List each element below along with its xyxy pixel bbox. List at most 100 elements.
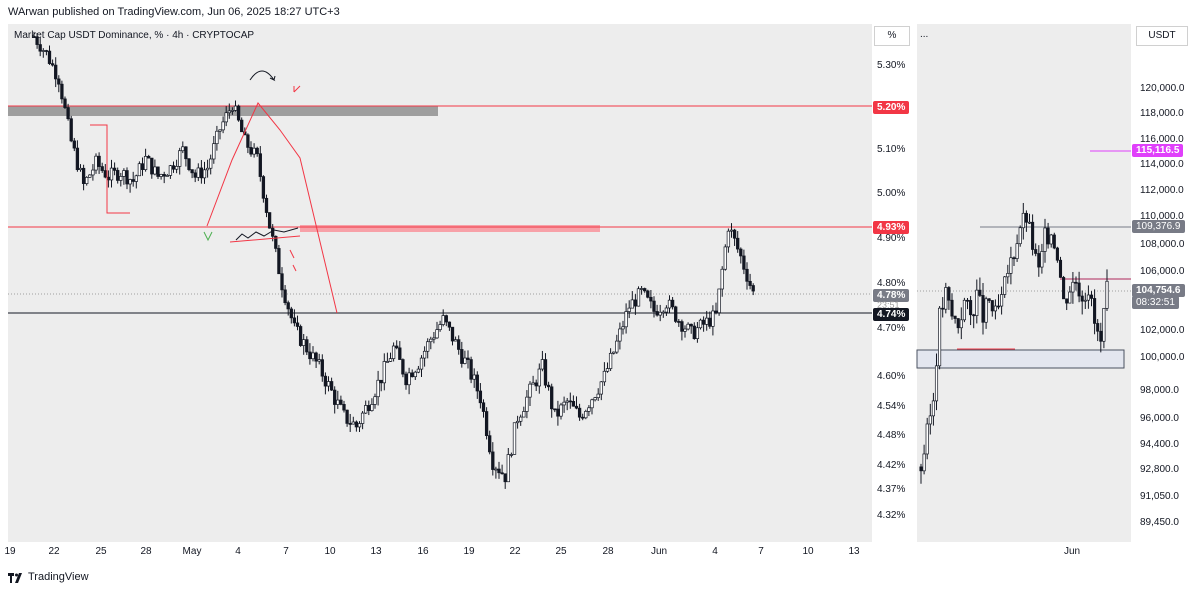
left-candle-body xyxy=(416,368,421,373)
right-price-tick: 114,000.0 xyxy=(1140,159,1184,170)
left-time-tick: 25 xyxy=(555,546,567,557)
right-candle-body xyxy=(1031,221,1035,250)
left-price-tick: 5.00% xyxy=(877,188,906,199)
left-candle-body xyxy=(584,411,588,419)
countdown-tag: 08:32:51 xyxy=(1132,296,1179,309)
left-time-axis[interactable] xyxy=(8,542,914,562)
right-candle-body xyxy=(993,305,997,312)
footer-brand[interactable]: TradingView xyxy=(8,571,89,583)
left-candle-body xyxy=(78,167,83,171)
left-candle-body xyxy=(128,179,132,185)
left-price-tick: 4.37% xyxy=(877,484,906,495)
left-candle-body xyxy=(658,311,662,316)
left-candle-body xyxy=(472,374,476,380)
right-price-axis[interactable] xyxy=(1131,24,1200,542)
right-candle-body xyxy=(931,400,935,417)
left-candle-body xyxy=(348,423,352,425)
left-candle-body xyxy=(410,372,414,378)
left-candle-body xyxy=(32,36,36,38)
black-scribble-drawing xyxy=(235,227,299,241)
countdown-partial: 23:51 xyxy=(877,300,900,310)
left-candle-body xyxy=(227,110,231,114)
right-candle-body xyxy=(1018,227,1022,245)
left-time-tick: 19 xyxy=(4,546,16,557)
left-candle-body xyxy=(41,50,45,52)
left-candle-body xyxy=(156,166,160,177)
left-candle-body xyxy=(178,150,182,167)
left-candle-body xyxy=(311,352,315,360)
right-candle-body xyxy=(1074,281,1078,284)
right-candle-body xyxy=(1080,295,1084,302)
left-candle-body xyxy=(212,143,216,160)
left-candle-body xyxy=(463,357,467,364)
right-candle-body xyxy=(1068,291,1072,304)
right-candle-body xyxy=(1043,227,1047,252)
left-candle-body xyxy=(351,421,355,425)
currency-button[interactable]: USDT xyxy=(1136,26,1188,46)
left-candle-body xyxy=(370,404,374,411)
left-candle-body xyxy=(652,300,656,312)
left-candle-body xyxy=(137,163,142,177)
right-time-axis[interactable] xyxy=(917,542,1200,562)
left-candle-body xyxy=(122,170,126,177)
left-candle-body xyxy=(441,315,445,325)
magenta-price-tag: 115,116.5 xyxy=(1132,144,1184,157)
last-price-tag: 4.78% xyxy=(873,289,910,302)
left-candle-body xyxy=(236,105,241,121)
left-candle-body xyxy=(590,399,594,409)
left-time-tick: 13 xyxy=(370,546,382,557)
left-candle-body xyxy=(147,155,151,159)
right-candle-body xyxy=(996,305,1001,308)
left-candle-body xyxy=(664,307,669,313)
left-candle-body xyxy=(57,78,61,85)
right-candle-body xyxy=(959,319,963,329)
left-candle-body xyxy=(419,357,424,370)
left-candle-body xyxy=(404,373,408,386)
left-candle-body xyxy=(246,134,250,148)
left-candle-body xyxy=(187,158,191,170)
left-price-tick: 4.80% xyxy=(877,278,906,289)
left-candle-body xyxy=(692,325,696,339)
left-candle-body xyxy=(252,147,256,155)
right-price-tick: 120,000.0 xyxy=(1140,83,1185,94)
right-chart-pane[interactable] xyxy=(917,24,1131,542)
left-price-tick: 4.90% xyxy=(877,233,906,244)
right-candle-body xyxy=(1089,294,1094,299)
right-candle-body xyxy=(1049,234,1053,245)
left-candle-body xyxy=(289,308,293,319)
right-candle-body xyxy=(984,298,988,323)
left-candle-body xyxy=(66,107,70,120)
more-options-button[interactable]: ... xyxy=(920,29,929,40)
right-candle-body xyxy=(1062,277,1066,300)
left-candle-body xyxy=(568,400,572,403)
right-candle-body xyxy=(1015,243,1019,259)
right-candle-body xyxy=(1105,280,1109,309)
left-candle-body xyxy=(140,163,145,170)
left-candle-body xyxy=(435,329,439,339)
left-candle-body xyxy=(705,317,709,325)
left-candle-body xyxy=(196,167,200,178)
left-candle-body xyxy=(519,416,523,422)
percent-toggle-button[interactable]: % xyxy=(874,26,910,46)
left-candle-body xyxy=(97,155,101,167)
left-chart-title: Market Cap USDT Dominance, % · 4h · CRYP… xyxy=(14,30,255,41)
left-candle-body xyxy=(515,420,520,424)
right-candle-body xyxy=(950,299,954,317)
left-candle-body xyxy=(571,401,576,407)
right-candle-body xyxy=(1024,212,1028,223)
right-candle-body xyxy=(956,318,960,329)
support-box xyxy=(916,349,1125,369)
red-arrow-drawing-2 xyxy=(289,249,297,272)
right-price-tick: 92,800.0 xyxy=(1140,464,1179,475)
left-candle-body xyxy=(398,347,402,360)
left-candle-body xyxy=(395,345,399,349)
right-candle-body xyxy=(1086,294,1090,301)
left-candle-body xyxy=(711,310,715,327)
right-candle-body xyxy=(1096,323,1100,332)
left-candle-body xyxy=(320,359,324,377)
left-price-tick: 5.10% xyxy=(877,144,906,155)
left-candle-body xyxy=(497,468,501,474)
left-candle-body xyxy=(298,326,303,346)
left-candle-body xyxy=(364,405,368,414)
left-candle-body xyxy=(143,155,148,170)
